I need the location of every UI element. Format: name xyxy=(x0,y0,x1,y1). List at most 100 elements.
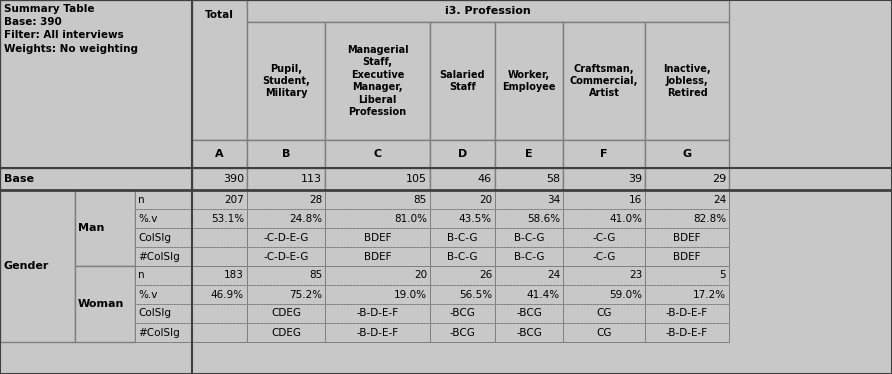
Bar xyxy=(430,304,495,323)
Text: -BCG: -BCG xyxy=(450,328,475,337)
Bar xyxy=(325,168,430,190)
Bar xyxy=(563,247,645,266)
Text: 59.0%: 59.0% xyxy=(609,289,642,300)
Bar xyxy=(645,228,729,247)
Text: 24: 24 xyxy=(547,270,560,280)
Bar xyxy=(495,285,563,304)
Text: B-C-G: B-C-G xyxy=(447,233,478,242)
Bar xyxy=(135,228,192,247)
Bar xyxy=(495,247,563,266)
Bar xyxy=(247,168,325,190)
Bar xyxy=(430,247,495,266)
Bar xyxy=(0,190,75,342)
Bar xyxy=(563,266,645,285)
Text: 58: 58 xyxy=(546,174,560,184)
Text: 20: 20 xyxy=(414,270,427,280)
Bar xyxy=(563,228,645,247)
Text: -C-D-E-G: -C-D-E-G xyxy=(263,251,309,261)
Bar xyxy=(247,0,729,22)
Bar xyxy=(430,228,495,247)
Text: 16: 16 xyxy=(629,194,642,205)
Bar xyxy=(247,285,325,304)
Text: Craftsman,
Commercial,
Artist: Craftsman, Commercial, Artist xyxy=(570,64,638,98)
Text: -BCG: -BCG xyxy=(516,309,542,319)
Bar xyxy=(563,168,645,190)
Bar xyxy=(495,266,563,285)
Bar xyxy=(135,190,192,209)
Bar xyxy=(645,323,729,342)
Text: Man: Man xyxy=(78,223,104,233)
Text: B-C-G: B-C-G xyxy=(514,233,544,242)
Text: 34: 34 xyxy=(547,194,560,205)
Text: 19.0%: 19.0% xyxy=(394,289,427,300)
Text: Total: Total xyxy=(205,10,234,20)
Text: n: n xyxy=(138,194,145,205)
Text: Gender: Gender xyxy=(4,261,49,271)
Bar xyxy=(563,304,645,323)
Bar xyxy=(325,140,430,168)
Bar xyxy=(192,304,247,323)
Bar xyxy=(247,266,325,285)
Text: #ColSlg: #ColSlg xyxy=(138,328,180,337)
Text: Pupil,
Student,
Military: Pupil, Student, Military xyxy=(262,64,310,98)
Bar xyxy=(135,323,192,342)
Bar xyxy=(325,247,430,266)
Bar xyxy=(247,190,325,209)
Bar xyxy=(430,190,495,209)
Bar xyxy=(325,209,430,228)
Text: Managerial
Staff,
Executive
Manager,
Liberal
Profession: Managerial Staff, Executive Manager, Lib… xyxy=(347,45,409,117)
Text: 81.0%: 81.0% xyxy=(394,214,427,224)
Bar xyxy=(563,209,645,228)
Bar xyxy=(325,22,430,140)
Text: 390: 390 xyxy=(223,174,244,184)
Bar xyxy=(495,209,563,228)
Text: B: B xyxy=(282,149,290,159)
Text: ColSlg: ColSlg xyxy=(138,233,171,242)
Text: 29: 29 xyxy=(712,174,726,184)
Bar xyxy=(192,266,247,285)
Bar xyxy=(325,228,430,247)
Bar xyxy=(192,140,247,168)
Bar xyxy=(495,228,563,247)
Bar xyxy=(135,304,192,323)
Text: 39: 39 xyxy=(628,174,642,184)
Text: -BCG: -BCG xyxy=(450,309,475,319)
Bar xyxy=(75,190,135,266)
Bar xyxy=(0,168,192,190)
Text: -B-D-E-F: -B-D-E-F xyxy=(666,309,708,319)
Bar xyxy=(192,285,247,304)
Bar xyxy=(192,228,247,247)
Text: 24.8%: 24.8% xyxy=(289,214,322,224)
Text: n: n xyxy=(138,270,145,280)
Text: CG: CG xyxy=(596,328,612,337)
Bar xyxy=(645,168,729,190)
Bar xyxy=(192,247,247,266)
Text: -B-D-E-F: -B-D-E-F xyxy=(357,309,399,319)
Text: 183: 183 xyxy=(224,270,244,280)
Bar xyxy=(645,190,729,209)
Text: 41.4%: 41.4% xyxy=(527,289,560,300)
Text: G: G xyxy=(682,149,691,159)
Text: D: D xyxy=(458,149,467,159)
Bar xyxy=(495,323,563,342)
Bar xyxy=(192,190,247,209)
Text: 17.2%: 17.2% xyxy=(693,289,726,300)
Bar xyxy=(247,304,325,323)
Text: 46: 46 xyxy=(478,174,492,184)
Text: 24: 24 xyxy=(713,194,726,205)
Bar xyxy=(495,190,563,209)
Bar xyxy=(495,22,563,140)
Text: E: E xyxy=(525,149,533,159)
Text: BDEF: BDEF xyxy=(673,233,701,242)
Text: BDEF: BDEF xyxy=(364,251,392,261)
Bar xyxy=(192,323,247,342)
Bar xyxy=(430,285,495,304)
Text: 207: 207 xyxy=(224,194,244,205)
Text: 85: 85 xyxy=(414,194,427,205)
Bar xyxy=(495,168,563,190)
Bar xyxy=(247,22,325,140)
Text: 82.8%: 82.8% xyxy=(693,214,726,224)
Bar xyxy=(645,247,729,266)
Bar xyxy=(192,209,247,228)
Text: 26: 26 xyxy=(479,270,492,280)
